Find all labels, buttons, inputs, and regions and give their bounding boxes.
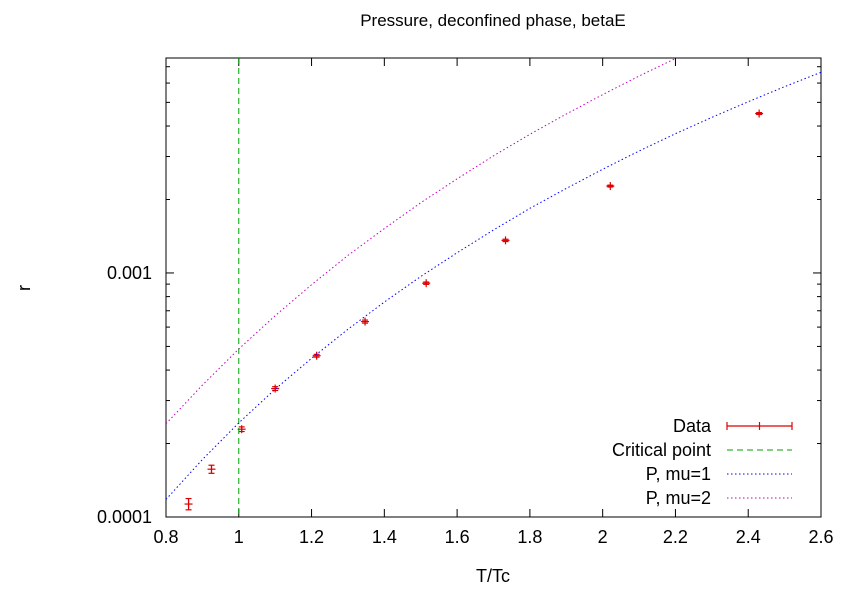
data-point [361,317,370,326]
x-tick-label: 1 [234,527,244,547]
x-ticks: 0.8 1 1.2 1.4 1.6 1.8 2 2.2 2.4 2.6 [153,58,834,547]
curve-p-mu-2 [166,58,678,425]
x-tick-label: 0.8 [153,527,178,547]
data-point [501,236,510,245]
legend-label: P, mu=2 [646,488,711,508]
plot-frame [165,57,822,518]
data-point [422,279,431,288]
x-axis-label: T/Tc [476,566,510,586]
legend-label: Critical point [612,440,711,460]
plot-area [166,58,821,517]
x-tick-label: 1.4 [372,527,397,547]
legend-label: P, mu=1 [646,464,711,484]
y-tick-label: 0.001 [107,263,152,283]
data-point [312,351,321,360]
x-tick-label: 2.4 [736,527,761,547]
legend-label: Data [673,416,712,436]
data-point [207,464,216,474]
x-tick-label: 2.2 [663,527,688,547]
y-ticks: 0.0001 0.001 [97,66,821,527]
curve-p-mu-1 [166,71,821,500]
x-tick-label: 1.6 [445,527,470,547]
data-point [184,497,193,511]
chart-title: Pressure, deconfined phase, betaE [360,11,626,30]
x-tick-label: 1.8 [517,527,542,547]
y-tick-label: 0.0001 [97,507,152,527]
legend: Data Critical point P, mu=1 P, mu=2 [612,416,793,508]
data-point [606,182,615,191]
x-tick-label: 2.6 [808,527,833,547]
data-point [755,109,764,118]
x-tick-label: 2 [598,527,608,547]
y-axis-label: r [14,285,34,291]
x-tick-label: 1.2 [299,527,324,547]
data-point [271,384,280,393]
